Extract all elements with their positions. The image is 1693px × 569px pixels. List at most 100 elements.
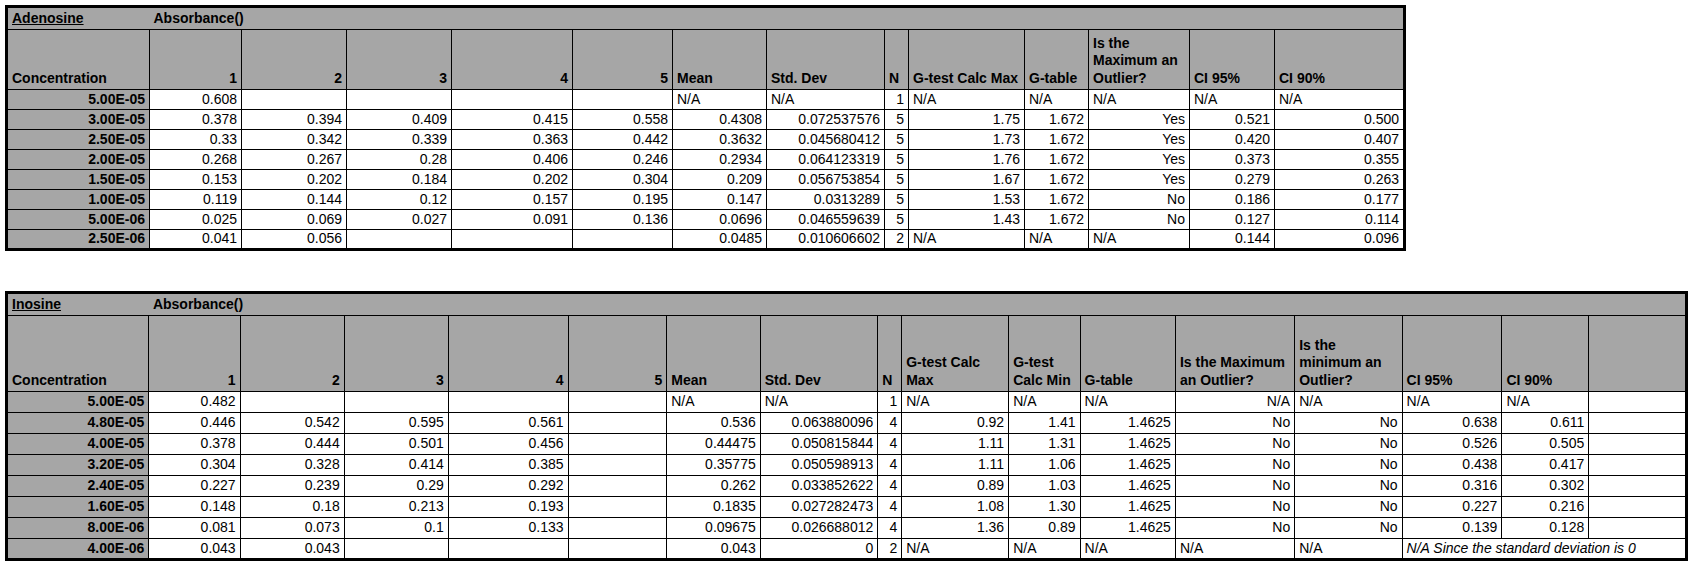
cell[interactable]: 1.4625 <box>1080 455 1175 476</box>
cell[interactable]: 4 <box>878 518 902 539</box>
cell[interactable]: 1.11 <box>902 455 1009 476</box>
column-header[interactable]: 2 <box>240 316 344 392</box>
cell[interactable]: 0.043 <box>149 539 240 560</box>
cell[interactable]: Yes <box>1089 130 1190 150</box>
column-header[interactable]: CI 90% <box>1502 316 1589 392</box>
cell[interactable] <box>568 497 667 518</box>
cell[interactable]: 0.1 <box>344 518 448 539</box>
cell[interactable]: 0.027 <box>347 210 452 230</box>
cell[interactable]: 0.091 <box>452 210 573 230</box>
cell[interactable]: N/A <box>1025 230 1089 250</box>
cell[interactable]: No <box>1175 497 1294 518</box>
column-header[interactable]: Concentration <box>7 316 149 392</box>
cell[interactable]: 4 <box>878 476 902 497</box>
cell[interactable]: N/A <box>1502 392 1589 413</box>
cell[interactable]: N/A <box>1025 90 1089 110</box>
column-header[interactable]: 4 <box>448 316 568 392</box>
cell[interactable]: N/A <box>909 230 1025 250</box>
cell[interactable]: 0.1835 <box>667 497 760 518</box>
cell[interactable] <box>452 90 573 110</box>
cell[interactable]: 0.050598913 <box>760 455 878 476</box>
cell[interactable]: 1.672 <box>1025 190 1089 210</box>
cell[interactable]: N/A <box>1175 539 1294 560</box>
cell[interactable] <box>242 90 347 110</box>
cell[interactable]: 0.216 <box>1502 497 1589 518</box>
cell[interactable]: 1.672 <box>1025 170 1089 190</box>
cell[interactable]: 1 <box>885 90 909 110</box>
cell[interactable]: 1.00E-05 <box>7 190 150 210</box>
cell[interactable]: 0.202 <box>452 170 573 190</box>
cell[interactable]: 0.542 <box>240 413 344 434</box>
column-header[interactable]: G-test Calc Max <box>909 30 1025 90</box>
column-header[interactable]: 3 <box>344 316 448 392</box>
cell[interactable]: 0.096 <box>1275 230 1405 250</box>
cell[interactable]: 0.193 <box>448 497 568 518</box>
cell[interactable]: 0.041 <box>150 230 242 250</box>
cell[interactable]: 2 <box>885 230 909 250</box>
column-header[interactable]: CI 90% <box>1275 30 1405 90</box>
cell[interactable]: 0.373 <box>1190 150 1275 170</box>
table-title-cell[interactable]: Inosine <box>7 293 149 316</box>
cell[interactable]: No <box>1295 434 1402 455</box>
cell[interactable]: 1.60E-05 <box>7 497 149 518</box>
cell[interactable]: 0.157 <box>452 190 573 210</box>
cell[interactable]: Yes <box>1089 170 1190 190</box>
cell[interactable] <box>448 539 568 560</box>
cell[interactable]: 0.442 <box>573 130 673 150</box>
cell[interactable]: 0.89 <box>902 476 1009 497</box>
cell[interactable] <box>347 90 452 110</box>
cell[interactable]: Yes <box>1089 150 1190 170</box>
column-header[interactable]: Is the Maximum an Outlier? <box>1175 316 1294 392</box>
cell[interactable]: 0.407 <box>1275 130 1405 150</box>
cell[interactable]: 0.608 <box>150 90 242 110</box>
cell[interactable]: N/A <box>1089 90 1190 110</box>
cell[interactable]: 0.611 <box>1502 413 1589 434</box>
cell[interactable]: 0.420 <box>1190 130 1275 150</box>
column-header[interactable]: CI 95% <box>1402 316 1502 392</box>
cell[interactable]: 4.00E-06 <box>7 539 149 560</box>
cell[interactable]: 0.0696 <box>673 210 767 230</box>
cell[interactable]: 0.025 <box>150 210 242 230</box>
column-header[interactable]: G-table <box>1025 30 1089 90</box>
column-header[interactable]: G-table <box>1080 316 1175 392</box>
cell[interactable] <box>568 539 667 560</box>
cell[interactable]: 0.043 <box>240 539 344 560</box>
cell[interactable]: 0.339 <box>347 130 452 150</box>
cell[interactable] <box>452 230 573 250</box>
cell[interactable]: 0.0485 <box>673 230 767 250</box>
cell[interactable] <box>1589 392 1687 413</box>
cell[interactable]: 2.50E-06 <box>7 230 150 250</box>
cell[interactable]: 0.18 <box>240 497 344 518</box>
cell[interactable]: No <box>1175 455 1294 476</box>
column-header[interactable]: 5 <box>573 30 673 90</box>
cell[interactable]: 0.0313289 <box>767 190 885 210</box>
cell[interactable]: 0.127 <box>1190 210 1275 230</box>
cell[interactable]: 0.4308 <box>673 110 767 130</box>
cell[interactable]: 1.76 <box>909 150 1025 170</box>
cell[interactable]: 0.027282473 <box>760 497 878 518</box>
cell[interactable]: 0.186 <box>1190 190 1275 210</box>
cell[interactable]: 0.526 <box>1402 434 1502 455</box>
cell[interactable]: 0.148 <box>149 497 240 518</box>
cell[interactable]: 0.3632 <box>673 130 767 150</box>
cell[interactable]: 0.227 <box>1402 497 1502 518</box>
cell[interactable]: 2 <box>878 539 902 560</box>
cell[interactable]: 0.409 <box>347 110 452 130</box>
cell[interactable] <box>240 392 344 413</box>
column-header[interactable]: 3 <box>347 30 452 90</box>
cell[interactable] <box>344 539 448 560</box>
cell[interactable]: 0.561 <box>448 413 568 434</box>
cell[interactable]: 3.00E-05 <box>7 110 150 130</box>
table-subtitle-cell[interactable]: Absorbance() <box>149 293 1687 316</box>
cell[interactable]: 0.33 <box>150 130 242 150</box>
cell[interactable]: 0.050815844 <box>760 434 878 455</box>
cell[interactable]: 1.672 <box>1025 210 1089 230</box>
cell[interactable] <box>568 455 667 476</box>
cell[interactable]: 0.147 <box>673 190 767 210</box>
cell[interactable]: 2.40E-05 <box>7 476 149 497</box>
cell[interactable]: 0.184 <box>347 170 452 190</box>
cell[interactable]: 0.026688012 <box>760 518 878 539</box>
cell[interactable]: 0.2934 <box>673 150 767 170</box>
cell[interactable]: 0.195 <box>573 190 673 210</box>
cell[interactable]: N/A <box>1080 539 1175 560</box>
